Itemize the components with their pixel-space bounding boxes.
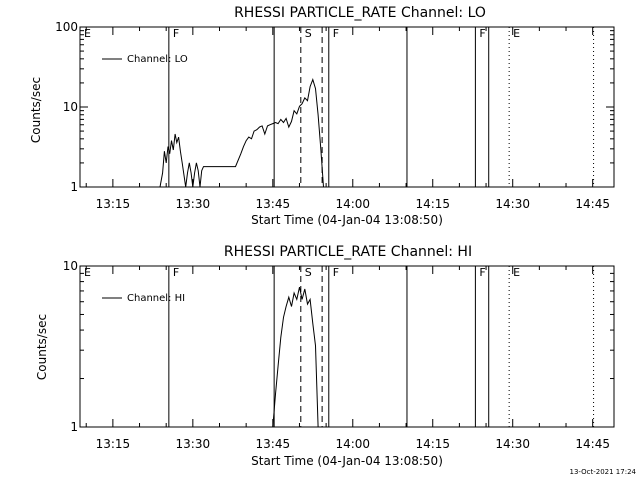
panel-0-xtick-label-5: 14:30 bbox=[495, 197, 530, 211]
panel-0-xtick-label-6: 14:45 bbox=[575, 197, 610, 211]
panel-1-flag-3: F bbox=[333, 266, 339, 279]
panel-hi-y-axis-label: Counts/sec bbox=[35, 314, 49, 380]
panel-1-xtick-label-6: 14:45 bbox=[575, 437, 610, 451]
panel-hi-plot-frame bbox=[79, 265, 615, 428]
panel-hi-title: RHESSI PARTICLE_RATE Channel: HI bbox=[224, 244, 472, 260]
generation-timestamp: 13-Oct-2021 17:24 bbox=[570, 468, 637, 476]
panel-hi-series-line bbox=[272, 286, 319, 428]
panel-0-xtick-label-2: 13:45 bbox=[256, 197, 291, 211]
panel-1-flag-5: E bbox=[513, 266, 520, 279]
panel-1-xtick-label-2: 13:45 bbox=[256, 437, 291, 451]
panel-0-flag-5: E bbox=[513, 27, 520, 40]
panel-1-xtick-label-1: 13:30 bbox=[176, 437, 211, 451]
panel-0-ytick-label-0: 1 bbox=[70, 180, 78, 194]
panel-lo-series-line bbox=[159, 78, 324, 188]
panel-hi-legend-label: Channel: HI bbox=[127, 293, 185, 304]
panel-0-flag-3: F bbox=[333, 27, 339, 40]
panel-0-xtick-label-4: 14:15 bbox=[415, 197, 450, 211]
panel-lo-y-axis-label: Counts/sec bbox=[29, 77, 43, 143]
panel-lo-x-axis-label: Start Time (04-Jan-04 13:08:50) bbox=[251, 213, 443, 227]
panel-1-flag-0: E bbox=[84, 266, 91, 279]
panel-lo-title: RHESSI PARTICLE_RATE Channel: LO bbox=[234, 5, 486, 21]
panel-0-flag-0: E bbox=[84, 27, 91, 40]
panel-1-flag-2: S bbox=[305, 266, 312, 279]
panel-1-xtick-label-0: 13:15 bbox=[96, 437, 131, 451]
panel-lo-legend-label: Channel: LO bbox=[127, 54, 188, 65]
panel-0-xtick-label-1: 13:30 bbox=[176, 197, 211, 211]
panel-1-xtick-label-4: 14:15 bbox=[415, 437, 450, 451]
panel-0-ytick-label-1: 10 bbox=[63, 100, 78, 114]
panel-1-flag-4: F bbox=[479, 266, 485, 279]
panel-0-ytick-label-2: 100 bbox=[55, 20, 78, 34]
panel-0-flag-4: F bbox=[479, 27, 485, 40]
panel-lo-plot-frame bbox=[79, 26, 615, 188]
panel-0-xtick-label-0: 13:15 bbox=[96, 197, 131, 211]
panel-0-xtick-label-3: 14:00 bbox=[335, 197, 370, 211]
panel-0-flag-1: F bbox=[173, 27, 179, 40]
panel-1-ytick-label-1: 10 bbox=[63, 259, 78, 273]
panel-1-flag-1: F bbox=[173, 266, 179, 279]
panel-0-flag-2: S bbox=[305, 27, 312, 40]
panel-1-xtick-label-5: 14:30 bbox=[495, 437, 530, 451]
panel-hi-x-axis-label: Start Time (04-Jan-04 13:08:50) bbox=[251, 454, 443, 468]
panel-1-ytick-label-0: 1 bbox=[70, 420, 78, 434]
panel-1-xtick-label-3: 14:00 bbox=[335, 437, 370, 451]
